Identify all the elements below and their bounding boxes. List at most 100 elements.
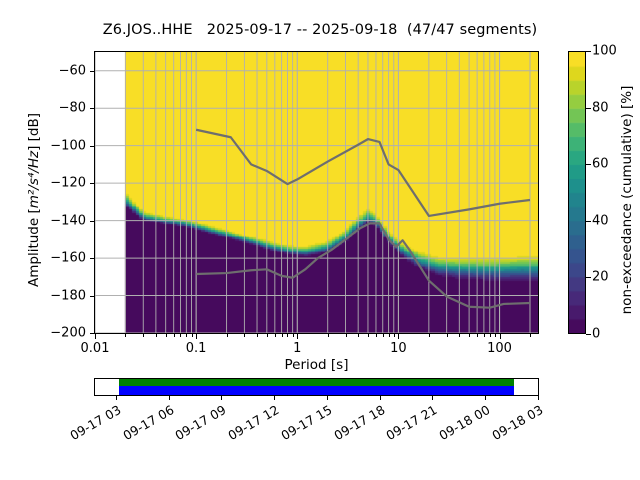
- x-minor-tick: [345, 334, 347, 337]
- colorbar-tick-label: 60: [592, 156, 609, 172]
- x-tick-label: 0.01: [80, 341, 110, 356]
- x-minor-tick: [266, 334, 268, 337]
- y-tick-mark: [90, 295, 94, 297]
- colorbar-tick-mark: [586, 277, 591, 279]
- y-tick-mark: [90, 183, 94, 185]
- x-minor-tick: [292, 334, 294, 337]
- x-minor-tick: [226, 334, 228, 337]
- y-tick-mark: [90, 70, 94, 72]
- x-minor-tick: [483, 334, 485, 337]
- timeline-tick-mark: [168, 396, 170, 400]
- segments-band: [119, 385, 514, 395]
- noise-model-curves: [195, 128, 531, 309]
- figure-title: Z6.JOS..HHE 2025-09-17 -- 2025-09-18 (47…: [102, 22, 538, 38]
- x-tick-label: 0.1: [185, 341, 207, 356]
- timeline-tick-mark: [485, 396, 487, 400]
- y-tick-mark: [90, 220, 94, 222]
- y-axis-label-post: ] [dB]: [26, 112, 42, 151]
- x-minor-tick: [388, 334, 390, 337]
- y-tick-mark: [90, 145, 94, 147]
- x-minor-tick: [367, 334, 369, 337]
- colorbar-tick-mark: [586, 107, 591, 109]
- colorbar-tick-label: 80: [592, 100, 609, 116]
- x-tick-mark: [95, 334, 96, 339]
- ppsd-canvas-wrap: [95, 52, 538, 333]
- x-minor-tick: [358, 334, 360, 337]
- colorbar-tick-mark: [586, 51, 591, 52]
- x-tick-mark: [196, 334, 198, 339]
- y-tick-mark: [90, 258, 94, 260]
- x-tick-label: 10: [390, 341, 407, 356]
- x-minor-tick: [180, 334, 182, 337]
- y-tick-label: −80: [58, 100, 86, 116]
- ppsd-heatmap: [95, 52, 538, 333]
- plot-gridlines: [95, 52, 538, 333]
- colorbar-tick-mark: [586, 164, 591, 166]
- x-axis-label: Period [s]: [284, 357, 349, 373]
- y-tick-mark: [90, 108, 94, 110]
- x-minor-tick: [529, 334, 531, 337]
- colorbar[interactable]: [568, 51, 586, 334]
- colorbar-tick-mark: [586, 220, 591, 222]
- x-tick-mark: [499, 334, 501, 339]
- timeline-tick-mark: [379, 396, 381, 400]
- ppsd-plot-area[interactable]: [94, 51, 539, 334]
- y-tick-label: −60: [58, 63, 86, 79]
- x-tick-mark: [297, 334, 299, 339]
- x-minor-tick: [257, 334, 259, 337]
- colorbar-tick-label: 40: [592, 213, 609, 229]
- nhnm-curve: [195, 128, 531, 218]
- x-tick-label: 1: [293, 341, 302, 356]
- x-minor-tick: [327, 334, 329, 337]
- x-minor-tick: [274, 334, 276, 337]
- colorbar-tick-mark: [586, 334, 591, 335]
- x-minor-tick: [186, 334, 188, 337]
- x-minor-tick: [459, 334, 461, 337]
- colorbar-tick-label: 100: [592, 43, 617, 59]
- x-minor-tick: [143, 334, 145, 337]
- timeline-tick-mark: [274, 396, 276, 400]
- x-minor-tick: [428, 334, 430, 337]
- y-tick-mark: [90, 333, 94, 334]
- timeline-tick-mark: [537, 396, 539, 400]
- y-tick-label: −140: [50, 213, 86, 229]
- timeline-tick-mark: [221, 396, 223, 400]
- y-tick-label: −180: [50, 288, 86, 304]
- x-minor-tick: [446, 334, 448, 337]
- colorbar-label: non-exceedance (cumulative) [%]: [619, 85, 635, 315]
- x-tick-mark: [398, 334, 400, 339]
- colorbar-gradient: [569, 52, 585, 333]
- nlnm-curve: [196, 222, 531, 309]
- x-minor-tick: [393, 334, 395, 337]
- x-minor-tick: [477, 334, 479, 337]
- x-minor-tick: [165, 334, 167, 337]
- colorbar-tick-label: 20: [592, 269, 609, 285]
- x-minor-tick: [382, 334, 384, 337]
- x-minor-tick: [191, 334, 193, 337]
- x-minor-tick: [489, 334, 491, 337]
- y-tick-label: −160: [50, 250, 86, 266]
- x-minor-tick: [155, 334, 157, 337]
- x-minor-tick: [375, 334, 377, 337]
- timeline-tick-mark: [326, 396, 328, 400]
- x-minor-tick: [494, 334, 496, 337]
- y-axis-label-pre: Amplitude [: [26, 208, 42, 288]
- y-tick-label: −120: [50, 175, 86, 191]
- y-axis-label-units: m²/s⁴/Hz: [26, 150, 42, 209]
- timeline-coverage-bar[interactable]: [94, 378, 539, 396]
- timeline-tick-mark: [432, 396, 434, 400]
- x-minor-tick: [244, 334, 246, 337]
- x-minor-tick: [173, 334, 175, 337]
- x-minor-tick: [281, 334, 283, 337]
- y-axis-label: Amplitude [m²/s⁴/Hz] [dB]: [26, 70, 42, 330]
- x-minor-tick: [125, 334, 127, 337]
- y-tick-label: −200: [50, 325, 86, 341]
- colorbar-tick-label: 0: [592, 326, 601, 342]
- available-data-band: [119, 379, 514, 386]
- y-tick-label: −100: [50, 138, 86, 154]
- timeline-tick-mark: [116, 396, 118, 400]
- x-minor-tick: [469, 334, 471, 337]
- x-minor-tick: [287, 334, 289, 337]
- x-tick-label: 100: [487, 341, 512, 356]
